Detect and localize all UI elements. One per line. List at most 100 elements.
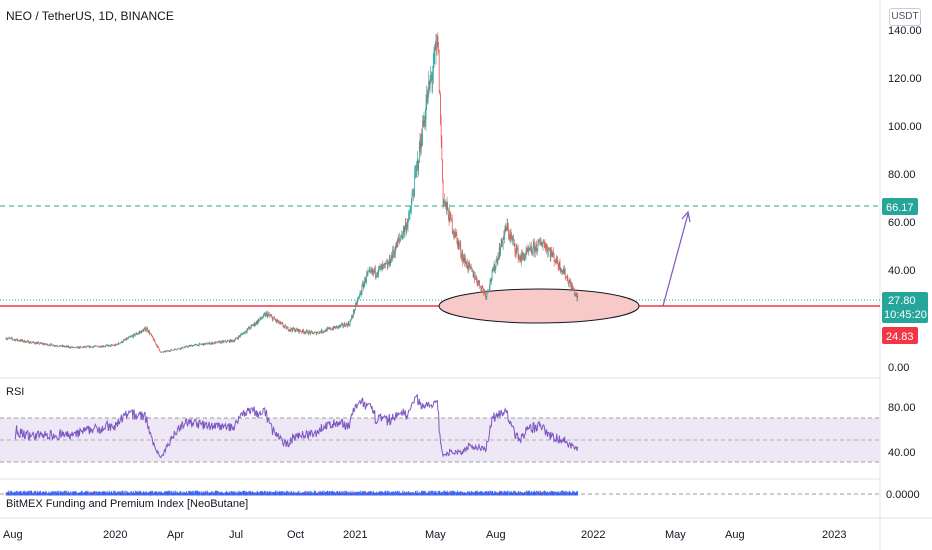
candle-body	[120, 343, 121, 344]
candle-body	[490, 280, 491, 281]
candle-body	[242, 334, 243, 335]
rsi-pane-label[interactable]: RSI	[6, 386, 24, 398]
candle-body	[204, 343, 205, 345]
candle-body	[308, 333, 309, 334]
candle-body	[311, 331, 312, 333]
candle-body	[384, 263, 385, 264]
candle-body	[420, 137, 421, 149]
candle-body	[118, 343, 119, 345]
projection-arrow[interactable]	[663, 214, 688, 306]
candle-body	[37, 342, 38, 343]
candle-body	[402, 236, 403, 238]
candle-body	[434, 51, 435, 67]
candle-body	[210, 344, 211, 345]
candle-body	[24, 340, 25, 342]
candle-body	[505, 226, 506, 232]
candle-body	[485, 293, 486, 297]
currency-button[interactable]: USDT	[889, 8, 921, 26]
candle-body	[84, 346, 85, 347]
candle-body	[226, 341, 227, 342]
candle-body	[174, 349, 175, 350]
candle-body	[11, 338, 12, 339]
candle-body	[143, 330, 144, 331]
time-label: May	[665, 529, 686, 541]
candle-body	[36, 343, 37, 344]
candle-body	[117, 344, 118, 345]
candle-body	[473, 275, 474, 277]
candle-body	[74, 347, 75, 348]
candle-body	[59, 346, 60, 347]
symbol-title[interactable]: NEO / TetherUS, 1D, BINANCE	[6, 9, 174, 23]
candle-body	[10, 338, 11, 339]
candle-body	[103, 346, 104, 347]
candle-body	[90, 346, 91, 348]
candle-body	[107, 345, 108, 346]
candle-body	[216, 342, 217, 343]
candle-body	[281, 323, 282, 324]
candle-body	[239, 336, 240, 337]
candle-body	[251, 325, 252, 326]
candle-body	[549, 249, 550, 250]
candle-body	[139, 332, 140, 333]
candle-body	[31, 343, 32, 344]
candle-body	[517, 248, 518, 249]
candle-body	[524, 257, 525, 261]
candle-body	[248, 328, 249, 329]
candle-body	[220, 342, 221, 344]
candle-body	[488, 291, 489, 292]
candle-body	[258, 320, 259, 323]
candle-body	[82, 347, 83, 348]
candle-body	[469, 262, 470, 263]
candle-body	[255, 323, 256, 325]
candle-body	[49, 345, 50, 346]
candle-body	[47, 344, 48, 346]
candle-body	[283, 324, 284, 326]
candle-body	[262, 318, 263, 319]
candle-body	[445, 202, 446, 203]
candle-body	[275, 319, 276, 320]
candle-body	[534, 244, 535, 253]
candle-body	[264, 314, 265, 315]
candle-body	[381, 266, 382, 270]
candle-body	[352, 316, 353, 317]
candle-body	[357, 301, 358, 305]
candle-body	[383, 265, 384, 266]
candle-body	[178, 348, 179, 349]
candle-body	[435, 48, 436, 49]
candle-body	[84, 346, 85, 347]
funding-series	[6, 491, 578, 496]
candle-body	[259, 320, 260, 321]
candle-body	[17, 339, 18, 341]
candle-body	[22, 340, 23, 341]
candle-body	[527, 248, 528, 251]
candle-body	[554, 255, 555, 261]
candle-body	[138, 334, 139, 335]
candle-body	[287, 327, 288, 328]
candle-body	[14, 339, 15, 340]
candle-body	[307, 330, 308, 331]
candle-body	[60, 345, 61, 346]
support-zone-ellipse[interactable]	[439, 289, 639, 323]
candle-body	[218, 341, 219, 342]
candle-body	[49, 345, 50, 346]
candle-body	[108, 345, 109, 346]
candle-body	[456, 232, 457, 234]
candle-body	[151, 334, 152, 336]
candle-body	[250, 328, 251, 329]
candle-body	[128, 337, 129, 338]
candle-body	[397, 240, 398, 247]
candle-body	[230, 340, 231, 342]
candle-body	[513, 240, 514, 241]
bitmex-pane-label[interactable]: BitMEX Funding and Premium Index [NeoBut…	[6, 498, 248, 510]
candle-body	[39, 344, 40, 345]
candle-body	[489, 286, 490, 289]
candle-body	[375, 268, 376, 276]
candle-body	[129, 337, 130, 338]
candle-body	[358, 297, 359, 299]
candle-body	[180, 348, 181, 349]
candle-body	[218, 342, 219, 343]
candle-body	[25, 342, 26, 343]
candle-body	[66, 346, 67, 347]
candle-body	[374, 271, 375, 272]
